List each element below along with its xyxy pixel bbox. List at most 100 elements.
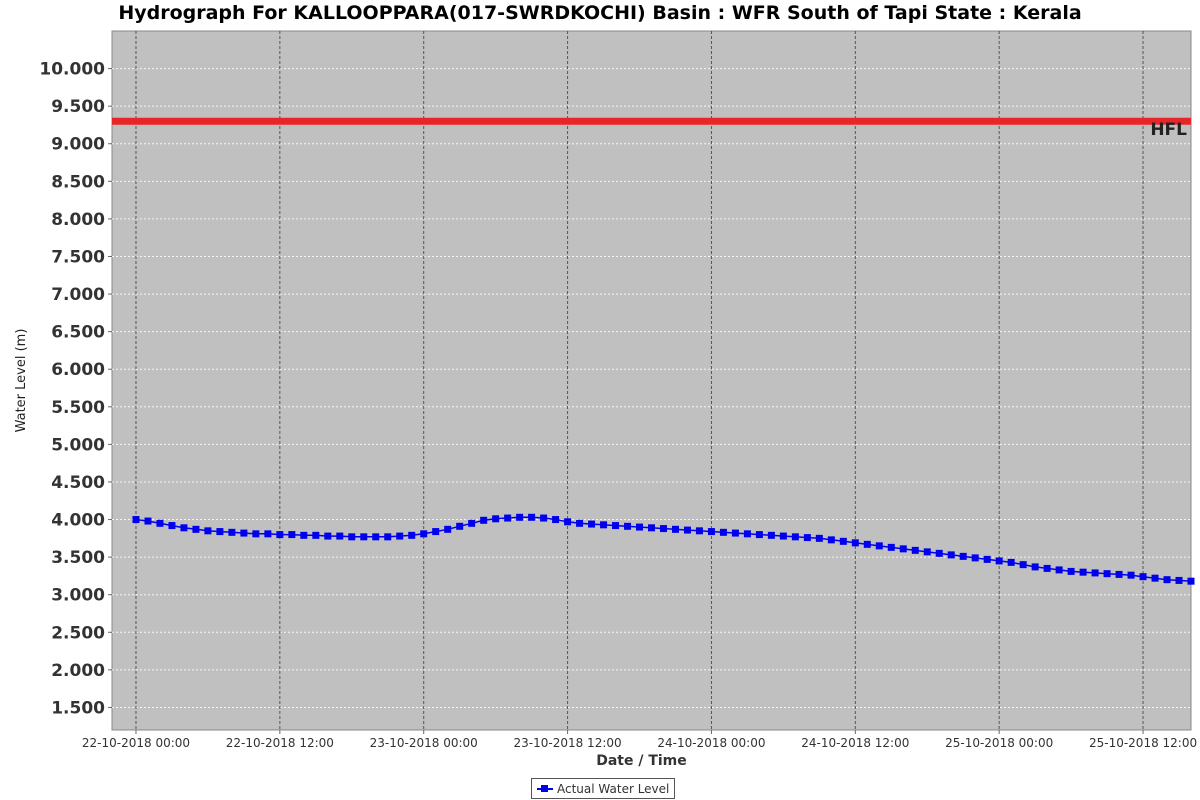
x-axis: 22-10-2018 00:00 22-10-2018 12:00 23-10-20… bbox=[82, 730, 1197, 750]
grid bbox=[112, 31, 1191, 730]
data-point bbox=[1187, 577, 1195, 585]
legend-label: Actual Water Level bbox=[557, 781, 670, 796]
data-point bbox=[588, 520, 596, 528]
data-point bbox=[504, 514, 512, 522]
data-point bbox=[156, 519, 164, 527]
chart-title: Hydrograph For KALLOOPPARA(017-SWRDKOCHI… bbox=[118, 2, 1082, 24]
data-point bbox=[1007, 558, 1015, 566]
x-tick-label: 24-10-2018 12:00 bbox=[801, 736, 909, 750]
legend: Actual Water Level bbox=[531, 778, 676, 799]
plot-area bbox=[111, 30, 1192, 731]
y-tick-label: 3.500 bbox=[51, 548, 105, 568]
data-point bbox=[264, 530, 272, 538]
data-point bbox=[348, 533, 356, 541]
data-point bbox=[1043, 564, 1051, 572]
data-point bbox=[983, 555, 991, 563]
y-tick-label: 7.500 bbox=[51, 247, 105, 267]
data-point bbox=[1103, 570, 1111, 578]
hfl-label: HFL bbox=[1150, 120, 1187, 140]
data-point bbox=[1115, 570, 1123, 578]
x-tick-label: 22-10-2018 00:00 bbox=[82, 736, 190, 750]
data-point bbox=[336, 532, 344, 540]
data-point bbox=[803, 534, 811, 542]
data-point bbox=[743, 530, 751, 538]
data-point bbox=[564, 518, 572, 526]
legend-swatch bbox=[537, 784, 553, 794]
data-point bbox=[576, 519, 584, 527]
data-point bbox=[851, 539, 859, 547]
y-tick-label: 9.500 bbox=[51, 97, 105, 117]
data-point bbox=[707, 528, 715, 536]
y-tick-label: 4.500 bbox=[51, 473, 105, 493]
x-tick-label: 25-10-2018 12:00 bbox=[1089, 736, 1197, 750]
data-point bbox=[516, 513, 524, 521]
data-point bbox=[1019, 561, 1027, 569]
data-point bbox=[719, 528, 727, 536]
data-point bbox=[971, 554, 979, 562]
data-point bbox=[935, 549, 943, 557]
data-point bbox=[144, 517, 152, 525]
data-point bbox=[839, 537, 847, 545]
data-point bbox=[1067, 567, 1075, 575]
data-point bbox=[1091, 569, 1099, 577]
data-point bbox=[815, 534, 823, 542]
data-point bbox=[528, 513, 536, 521]
data-point bbox=[1127, 571, 1135, 579]
x-axis-label: Date / Time bbox=[596, 753, 687, 769]
data-point bbox=[1175, 576, 1183, 584]
y-tick-label: 3.000 bbox=[51, 586, 105, 606]
y-tick-label: 8.500 bbox=[51, 172, 105, 192]
data-point bbox=[240, 529, 248, 537]
y-tick-label: 1.500 bbox=[51, 698, 105, 718]
data-point bbox=[324, 532, 332, 540]
data-point bbox=[959, 552, 967, 560]
data-point bbox=[384, 533, 392, 541]
data-point bbox=[372, 533, 380, 541]
data-point bbox=[624, 522, 632, 530]
data-point bbox=[204, 527, 212, 535]
data-point bbox=[863, 540, 871, 548]
data-point bbox=[899, 545, 907, 553]
data-point bbox=[228, 528, 236, 536]
data-point bbox=[456, 522, 464, 530]
data-point bbox=[671, 525, 679, 533]
data-point bbox=[1139, 573, 1147, 581]
data-point bbox=[1079, 568, 1087, 576]
x-tick-label: 25-10-2018 00:00 bbox=[945, 736, 1053, 750]
data-point bbox=[492, 515, 500, 523]
data-point bbox=[540, 514, 548, 522]
y-tick-label: 9.000 bbox=[51, 135, 105, 155]
x-tick-label: 23-10-2018 00:00 bbox=[370, 736, 478, 750]
data-point bbox=[731, 529, 739, 537]
data-point bbox=[276, 531, 284, 539]
y-tick-label: 6.000 bbox=[51, 360, 105, 380]
data-point bbox=[1055, 566, 1063, 574]
data-point bbox=[168, 522, 176, 530]
data-point bbox=[659, 525, 667, 533]
y-tick-label: 10.000 bbox=[39, 60, 105, 80]
data-point bbox=[1031, 563, 1039, 571]
y-tick-label: 2.500 bbox=[51, 623, 105, 643]
hfl-reference: HFL bbox=[112, 117, 1191, 140]
y-tick-label: 7.000 bbox=[51, 285, 105, 305]
y-tick-label: 5.500 bbox=[51, 398, 105, 418]
data-point bbox=[827, 536, 835, 544]
data-point bbox=[695, 527, 703, 535]
y-axis: 1.500 2.000 2.500 3.000 3.500 4.000 4.500 5.000… bbox=[39, 60, 112, 718]
data-point bbox=[887, 543, 895, 551]
data-point bbox=[875, 542, 883, 550]
data-point bbox=[755, 531, 763, 539]
data-point bbox=[300, 531, 308, 539]
data-point bbox=[432, 528, 440, 536]
data-point bbox=[360, 533, 368, 541]
y-axis-label: Water Level (m) bbox=[14, 329, 29, 433]
data-point bbox=[192, 525, 200, 533]
data-point bbox=[468, 519, 476, 527]
series-actual-water-level bbox=[132, 513, 1195, 585]
data-point bbox=[132, 516, 140, 524]
data-point bbox=[444, 525, 452, 533]
data-point bbox=[779, 532, 787, 540]
data-point bbox=[552, 516, 560, 524]
y-tick-label: 2.000 bbox=[51, 661, 105, 681]
